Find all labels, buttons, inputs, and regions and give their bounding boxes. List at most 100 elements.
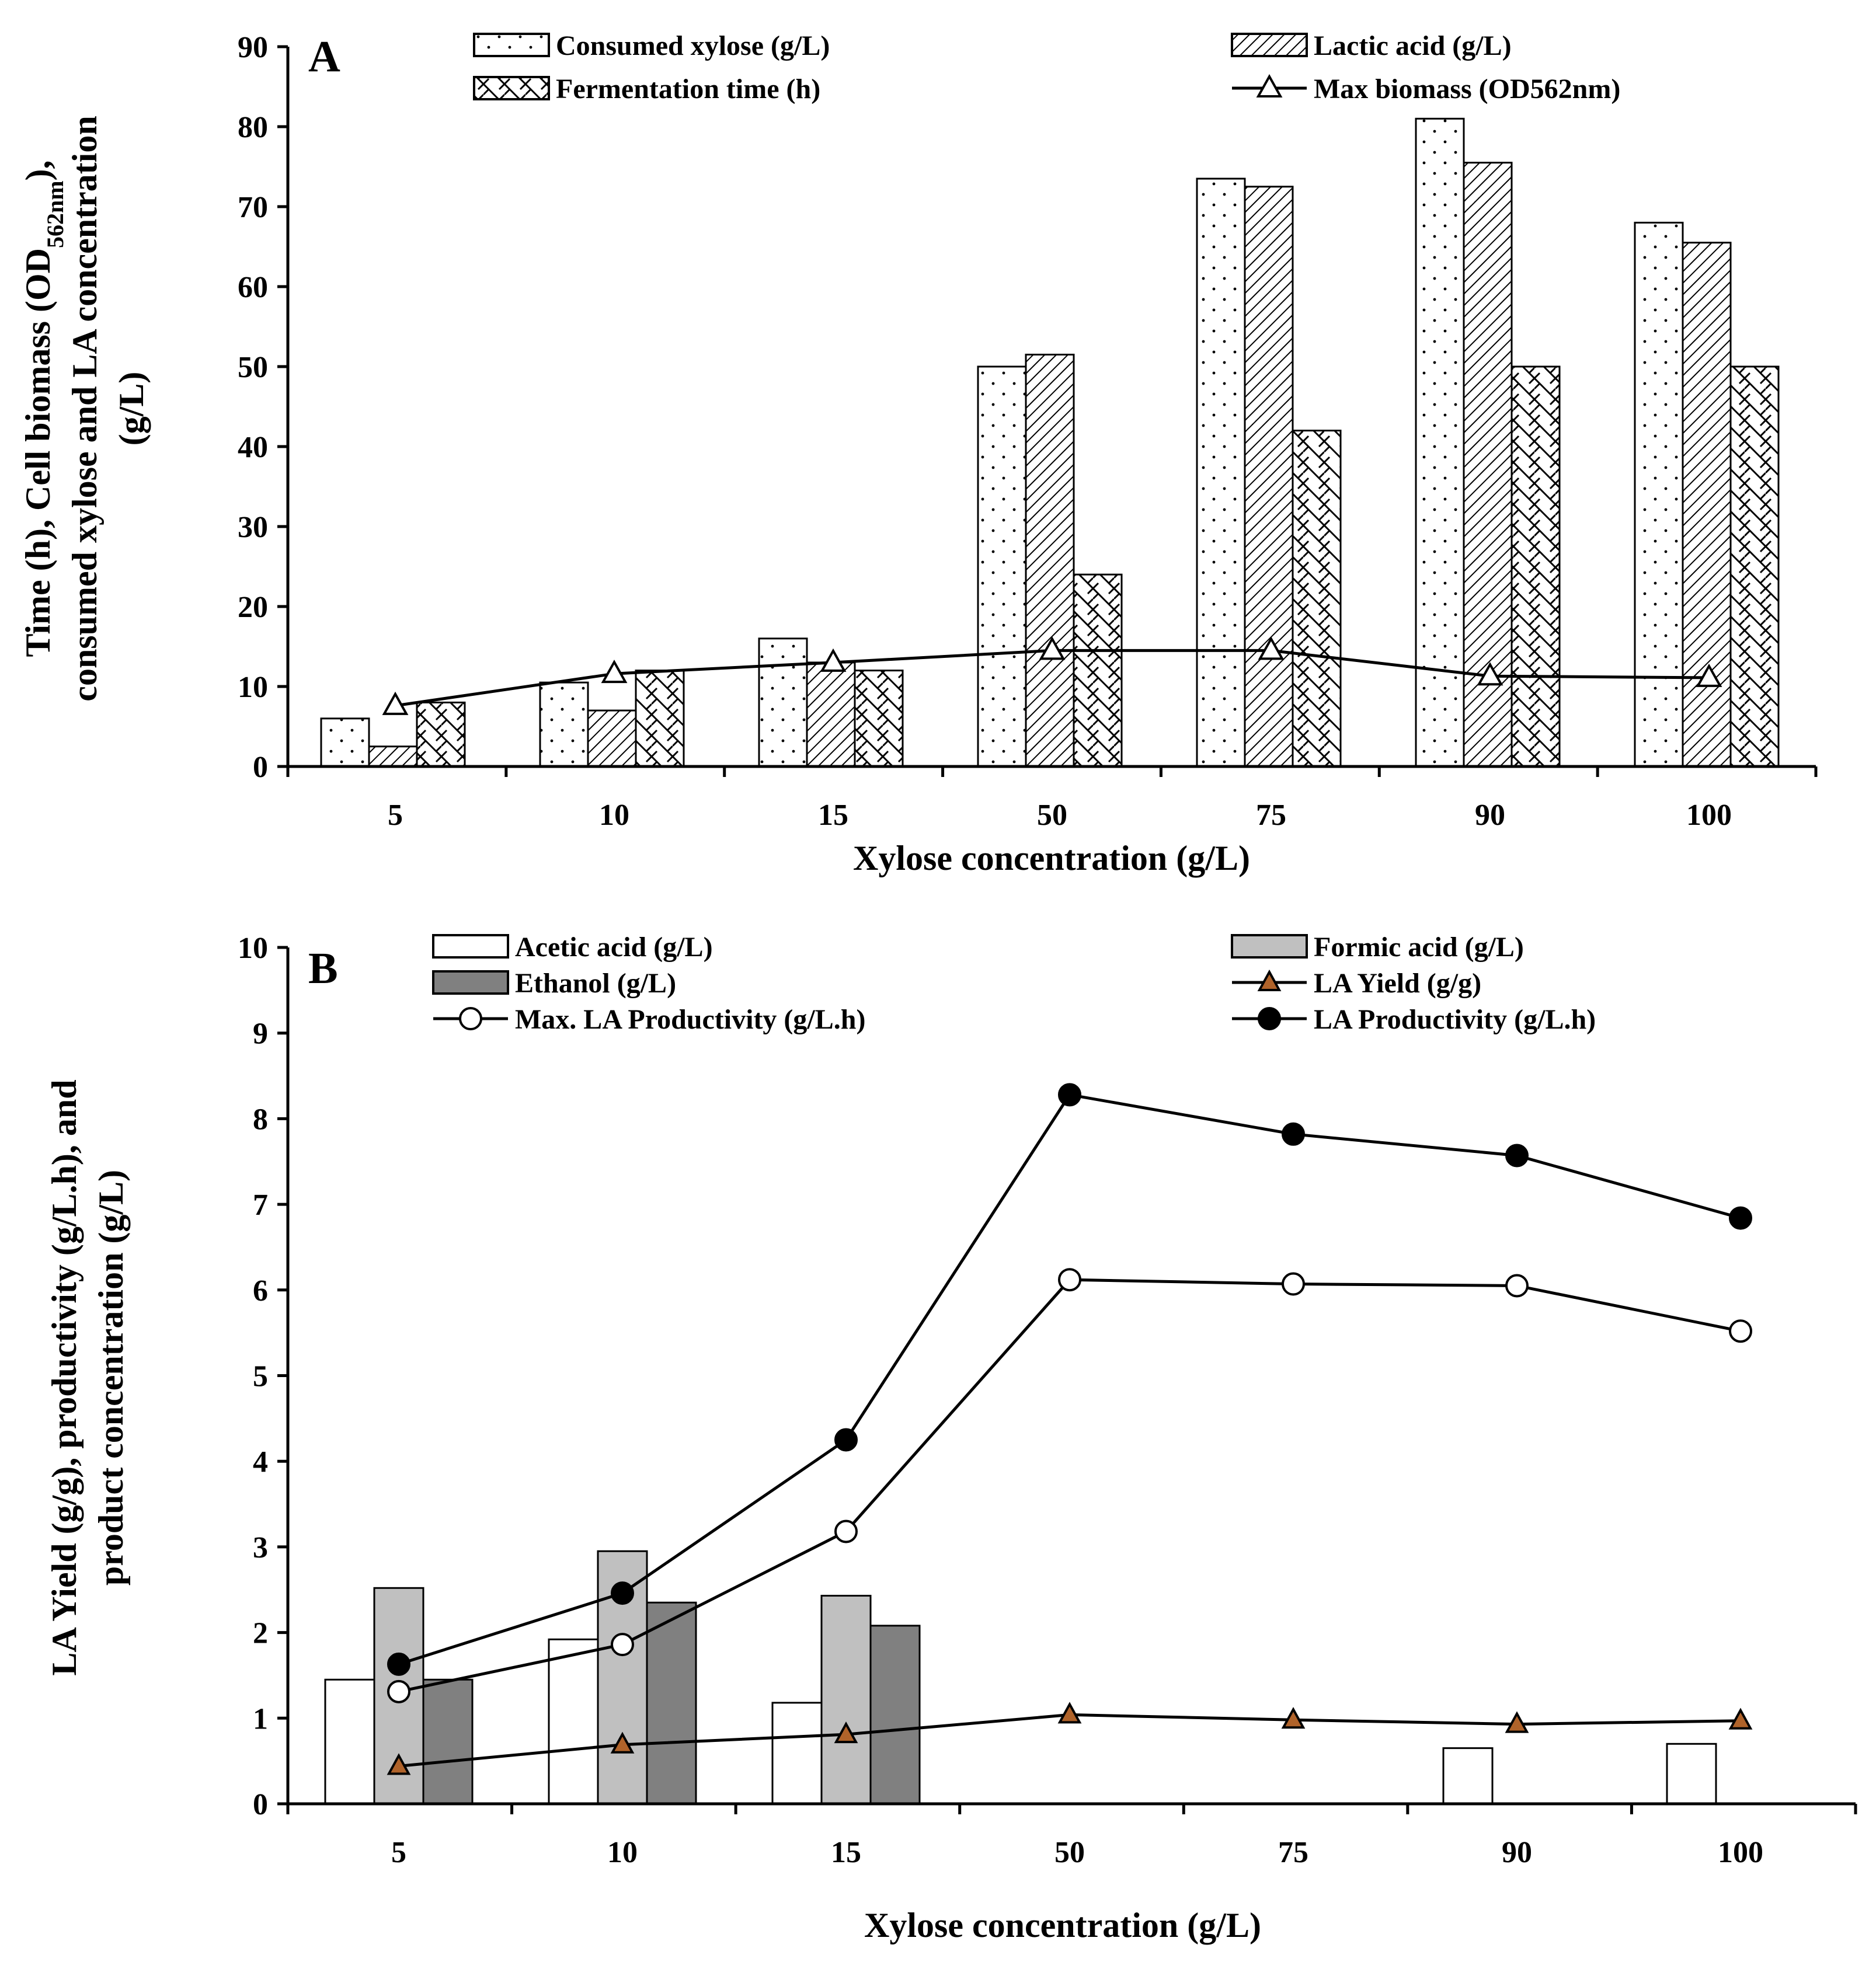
panel-b-y-tick-label-10: 10 [238, 932, 268, 965]
panel-b-bar-acetic-acid-g-l-5 [324, 1678, 375, 1805]
panel-b-bar-acetic-acid-g-l-90 [1442, 1747, 1494, 1805]
panel-a-axes: 0 10 20 30 40 50 60 70 80 90 5 10 15 50 75 90 100 Xylose … [19, 31, 1818, 877]
panel-a-point-max-biomass-od562nm-50 [1039, 636, 1066, 660]
panel-a-y-tick-label-10: 10 [238, 671, 268, 704]
panel-b-y-title-line-2: product concentration (g/L) [92, 1170, 130, 1585]
panel-a-x-tick-label-10: 10 [599, 799, 629, 832]
panel-a-legend-swatch-consumed-xylose-g-l [473, 33, 550, 57]
panel-a-bar-fermentation-time-h-90 [1510, 365, 1561, 768]
panel-b-x-tick-label-75: 75 [1278, 1836, 1308, 1869]
panel-a-x-tick-label-75: 75 [1256, 799, 1286, 832]
panel-a-y-tick-label-70: 70 [238, 191, 268, 224]
panel-b-legend-swatch-formic-acid-g-l [1231, 934, 1308, 959]
panel-b-y-tick-label-6: 6 [253, 1274, 268, 1308]
panel-a-legend-label-lactic-acid-g-l: Lactic acid (g/L) [1314, 30, 1512, 61]
panel-b-legend-label-max-la-productivity-g-l-h: Max. LA Productivity (g/L.h) [515, 1004, 865, 1035]
panel-b-y-tick-label-0: 0 [253, 1788, 268, 1821]
panel-a-lines [382, 636, 1722, 715]
panel-a-bar-lactic-acid-g-l-10 [587, 709, 637, 768]
panel-b-lines [387, 1083, 1753, 1775]
panel-b-legend-swatch-ethanol-g-l [432, 970, 509, 995]
panel-a-y-tick-label-50: 50 [238, 351, 268, 384]
panel-b-point-la-productivity-g-l-h-10 [611, 1581, 634, 1605]
panel-b-bars [324, 1550, 1717, 1805]
panel-b-bar-formic-acid-g-l-15 [820, 1595, 872, 1805]
panel-b-legend-label-formic-acid-g-l: Formic acid (g/L) [1314, 932, 1524, 963]
panel-a-bar-lactic-acid-g-l-50 [1025, 353, 1075, 768]
panel-a-point-max-biomass-od562nm-90 [1477, 662, 1503, 686]
panel-a-y-axis-title: Time (h), Cell biomass (OD562nm), consume… [19, 116, 151, 701]
panel-b-point-la-productivity-g-l-h-15 [834, 1428, 858, 1452]
panel-b-bar-acetic-acid-g-l-15 [771, 1702, 823, 1805]
panel-b-x-tick-label-90: 90 [1502, 1836, 1532, 1869]
panel-b-legend-marker-la-yield-g-g [1257, 969, 1282, 991]
panel-b-x-tick-label-50: 50 [1054, 1836, 1085, 1869]
panel-b-bar-acetic-acid-g-l-100 [1666, 1743, 1717, 1805]
panel-a-y-title-part-3: ), [19, 160, 57, 180]
panel-b-point-max-la-productivity-g-l-h-10 [611, 1633, 634, 1657]
panel-b-y-tick-label-2: 2 [253, 1617, 268, 1650]
panel-a-y-tick-label-80: 80 [238, 111, 268, 144]
panel-a-bar-fermentation-time-h-10 [635, 670, 685, 768]
panel-a-bar-fermentation-time-h-100 [1729, 365, 1780, 768]
panel-a-y-tick-label-20: 20 [238, 591, 268, 624]
panel-b-point-la-productivity-g-l-h-100 [1729, 1206, 1752, 1230]
panel-a-bar-consumed-xylose-g-l-50 [977, 365, 1027, 768]
panel-b-legend-label-la-productivity-g-l-h: LA Productivity (g/L.h) [1314, 1004, 1596, 1035]
panel-b-y-tick-label-4: 4 [253, 1445, 268, 1479]
panel-a-y-title-line-1: Time (h), Cell biomass (OD562nm), [19, 160, 68, 657]
panel-b-legend-swatch-acetic-acid-g-l [432, 934, 509, 959]
panel-b-x-axis-title: Xylose concentration (g/L) [864, 1906, 1261, 1944]
panel-b-legend: Acetic acid (g/L) Formic acid (g/L) Ethano… [432, 932, 1596, 1035]
panel-a-bar-lactic-acid-g-l-5 [368, 745, 418, 768]
panel-b-y-tick-label-1: 1 [253, 1702, 268, 1736]
panel-a-legend: Consumed xylose (g/L) Lactic acid (g/L) Fe… [473, 30, 1620, 104]
panel-b-letter: B [308, 944, 338, 993]
panel-a-x-tick-label-100: 100 [1686, 799, 1732, 832]
panel-a-bar-fermentation-time-h-50 [1073, 573, 1123, 768]
panel-b-y-title-line-1: LA Yield (g/g), productivity (g/L.h), an… [45, 1079, 83, 1675]
panel-b-point-la-yield-g-g-50 [1057, 1702, 1082, 1724]
panel-b-point-la-yield-g-g-10 [610, 1731, 635, 1754]
panel-a-bar-lactic-acid-g-l-90 [1463, 162, 1513, 768]
panel-a: 0 10 20 30 40 50 60 70 80 90 5 10 15 50 75 90 100 Xylose … [19, 30, 1818, 877]
panel-a-bar-consumed-xylose-g-l-5 [320, 717, 370, 768]
panel-a-point-max-biomass-od562nm-75 [1258, 636, 1285, 660]
panel-a-bar-lactic-acid-g-l-15 [806, 661, 856, 768]
panel-b-point-la-productivity-g-l-h-90 [1505, 1144, 1529, 1168]
panel-b-legend-label-la-yield-g-g: LA Yield (g/g) [1314, 968, 1481, 999]
panel-b-y-tick-label-8: 8 [253, 1103, 268, 1136]
panel-a-bars [320, 117, 1780, 768]
panel-a-bar-fermentation-time-h-5 [416, 701, 466, 768]
panel-b-point-la-yield-g-g-15 [834, 1721, 858, 1744]
panel-a-x-tick-label-15: 15 [818, 799, 848, 832]
panel-a-bar-consumed-xylose-g-l-15 [758, 637, 808, 768]
panel-a-y-tick-label-90: 90 [238, 31, 268, 64]
panel-b-bar-ethanol-g-l-10 [646, 1601, 697, 1805]
panel-a-y-tick-label-40: 40 [238, 431, 268, 464]
panel-b-point-max-la-productivity-g-l-h-75 [1282, 1272, 1305, 1296]
panel-b-legend-marker-la-productivity-g-l-h [1258, 1007, 1281, 1030]
panel-a-bar-fermentation-time-h-75 [1292, 430, 1342, 768]
panel-b-y-axis-title: LA Yield (g/g), productivity (g/L.h), an… [45, 1079, 130, 1675]
panel-b-point-max-la-productivity-g-l-h-90 [1505, 1274, 1529, 1298]
panel-b-point-la-productivity-g-l-h-5 [387, 1652, 410, 1676]
panel-b-legend-label-acetic-acid-g-l: Acetic acid (g/L) [515, 932, 713, 963]
panel-b-bar-acetic-acid-g-l-10 [548, 1638, 599, 1805]
panel-a-y-tick-label-60: 60 [238, 271, 268, 304]
panel-a-legend-swatch-fermentation-time-h [473, 76, 550, 100]
panel-b-bar-ethanol-g-l-15 [869, 1625, 921, 1805]
panel-b-y-tick-label-9: 9 [253, 1017, 268, 1051]
panel-a-legend-label-consumed-xylose-g-l: Consumed xylose (g/L) [556, 30, 830, 61]
panel-a-point-max-biomass-od562nm-5 [382, 691, 409, 715]
panel-b-axes: 0 1 2 3 4 5 6 7 8 9 10 5 10 15 50 75 90 100 Xylose concent… [45, 932, 1857, 1944]
panel-b-x-tick-label-15: 15 [831, 1836, 861, 1869]
panel-a-bar-fermentation-time-h-15 [854, 670, 904, 768]
panel-b-point-la-yield-g-g-5 [387, 1753, 411, 1775]
panel-a-y-title-line-3: (g/L) [112, 372, 151, 446]
panel-a-x-tick-label-50: 50 [1037, 799, 1067, 832]
panel-b-point-max-la-productivity-g-l-h-5 [387, 1679, 410, 1703]
panel-b: 0 1 2 3 4 5 6 7 8 9 10 5 10 15 50 75 90 100 Xylose concent… [45, 932, 1857, 1944]
panel-b-y-tick-label-3: 3 [253, 1531, 268, 1564]
panel-b-point-la-yield-g-g-90 [1505, 1711, 1529, 1733]
